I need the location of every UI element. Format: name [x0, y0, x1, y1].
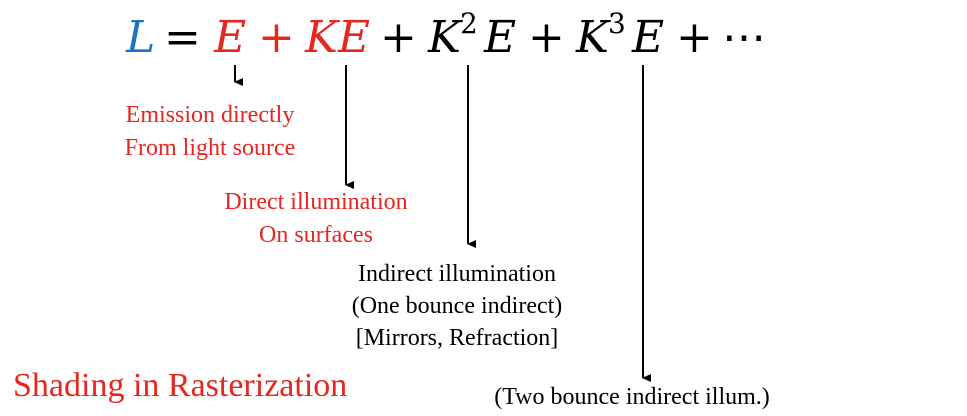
annotation-emission-line-1: Emission directly	[125, 102, 295, 128]
eq-term-K2-E: E	[484, 12, 517, 63]
eq-term-KE: KE	[305, 12, 370, 63]
eq-term-E: E	[214, 12, 247, 63]
eq-term-L: L	[126, 12, 156, 63]
annotation-indirect-illumination: Indirect illumination (One bounce indire…	[330, 258, 584, 354]
annotation-direct-illumination: Direct illumination On surfaces	[204, 186, 428, 252]
eq-plus-3: +	[528, 12, 565, 63]
eq-term-K2-K: K	[428, 12, 461, 63]
eq-plus-1: +	[258, 12, 295, 63]
eq-ellipsis: ⋯	[722, 12, 766, 63]
rendering-equation: L = E + KE + K 2 E + K 3 E + ⋯	[0, 0, 967, 70]
eq-exponent-3: 3	[608, 7, 626, 40]
annotation-emission-line-2: From light source	[124, 135, 296, 161]
annotation-indirect-line-1: Indirect illumination	[358, 261, 556, 287]
annotation-indirect-line-3: [Mirrors, Refraction]	[355, 325, 559, 351]
eq-plus-4: +	[676, 12, 713, 63]
eq-exponent-2: 2	[460, 7, 478, 40]
annotation-two-bounce-line-1: (Two bounce indirect illum.)	[494, 384, 770, 410]
annotation-indirect-line-2: (One bounce indirect)	[351, 293, 563, 319]
eq-plus-2: +	[380, 12, 417, 63]
footer-title: Shading in Rasterization	[13, 367, 348, 404]
eq-equals: =	[164, 12, 201, 63]
annotation-two-bounce: (Two bounce indirect illum.)	[464, 381, 800, 413]
eq-term-K3-K: K	[576, 12, 609, 63]
eq-term-K3-E: E	[632, 12, 665, 63]
annotation-emission: Emission directly From light source	[106, 99, 314, 165]
annotation-direct-line-2: On surfaces	[259, 222, 373, 248]
annotation-direct-line-1: Direct illumination	[224, 189, 408, 215]
